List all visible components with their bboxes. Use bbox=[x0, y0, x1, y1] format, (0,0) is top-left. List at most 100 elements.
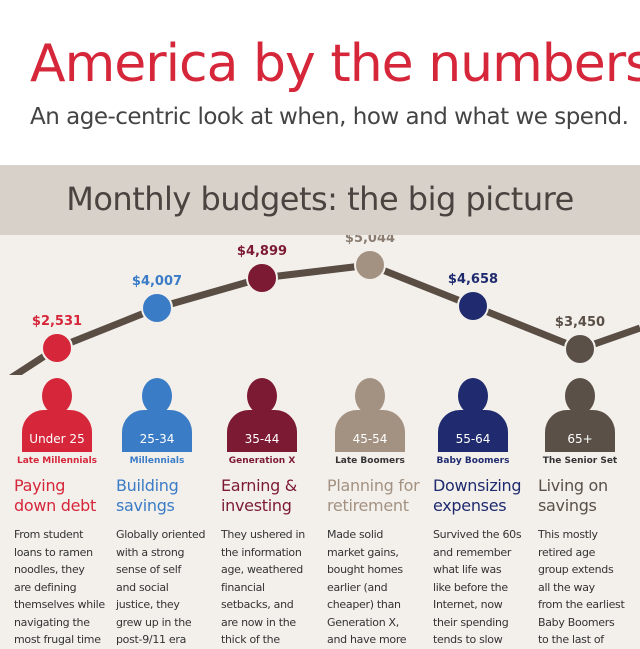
description-line: Generation X, bbox=[327, 615, 399, 629]
group-column: 55-64 Baby Boomers Downsizing expenses Sur… bbox=[433, 370, 537, 649]
description-line: age, weathered bbox=[221, 563, 303, 576]
heading-line: Downsizing bbox=[433, 476, 522, 495]
heading-line: expenses bbox=[433, 496, 507, 515]
group-column: Under 25 Late Millennials Paying down deb… bbox=[14, 370, 118, 649]
description-line: retired age bbox=[538, 545, 596, 559]
budget-line-chart: $2,531 $4,007 $4,899 $5,044 $4,658 $3,450 bbox=[8, 235, 640, 375]
data-point bbox=[141, 292, 173, 324]
data-point bbox=[246, 262, 278, 294]
age-label: 25-34 bbox=[139, 432, 175, 446]
description-line: setbacks, and bbox=[221, 598, 294, 611]
description-line: and remember bbox=[433, 545, 512, 559]
heading-line: retirement bbox=[327, 496, 409, 515]
generation-label: Late Boomers bbox=[335, 456, 405, 466]
generation-label: Baby Boomers bbox=[436, 456, 510, 466]
description-line: From student bbox=[14, 528, 84, 541]
data-point bbox=[41, 332, 73, 364]
description-line: all the way bbox=[538, 580, 595, 594]
description-line: the information bbox=[221, 545, 302, 559]
group-description: Survived the 60s and remember what life wa… bbox=[433, 526, 533, 649]
generation-label: The Senior Set bbox=[542, 456, 618, 466]
description-line: Globally oriented bbox=[116, 528, 206, 541]
description-line: themselves while bbox=[14, 598, 105, 611]
description-line: earlier (and bbox=[327, 580, 388, 594]
description-line: loans to ramen bbox=[14, 545, 93, 559]
description-line: Survived the 60s bbox=[433, 528, 522, 541]
group-heading: Paying down debt bbox=[14, 476, 118, 516]
data-label: $3,450 bbox=[555, 315, 605, 330]
description-line: market gains, bbox=[327, 545, 399, 559]
description-line: bought homes bbox=[327, 563, 403, 576]
data-label: $4,658 bbox=[448, 272, 498, 287]
group-column: 45-54 Late Boomers Planning for retiremen… bbox=[327, 370, 431, 649]
group-heading: Downsizing expenses bbox=[433, 476, 537, 516]
description-line: Internet, now bbox=[433, 598, 503, 611]
person-icon: 25-34 bbox=[122, 370, 192, 452]
group-heading: Planning for retirement bbox=[327, 476, 431, 516]
heading-line: Earning & bbox=[221, 476, 297, 495]
description-line: with a strong bbox=[116, 545, 185, 559]
description-line: They ushered in bbox=[221, 528, 305, 541]
person-icon: Under 25 bbox=[22, 370, 92, 452]
description-line: sense of self bbox=[116, 563, 182, 576]
data-point bbox=[354, 249, 386, 281]
heading-line: Building bbox=[116, 476, 179, 495]
description-line: their spending bbox=[433, 615, 509, 629]
description-line: like before the bbox=[433, 580, 508, 594]
group-description: Globally oriented with a strong sense of s… bbox=[116, 526, 216, 649]
group-description: This mostly retired age group extends all t… bbox=[538, 526, 638, 649]
heading-line: Paying bbox=[14, 476, 66, 495]
data-label: $5,044 bbox=[345, 235, 395, 246]
age-label: 35-44 bbox=[244, 432, 280, 446]
group-heading: Living on savings bbox=[538, 476, 640, 516]
group-description: From student loans to ramen noodles, they a… bbox=[14, 526, 114, 649]
age-label: 55-64 bbox=[455, 432, 491, 446]
description-line: Made solid bbox=[327, 528, 384, 541]
budget-line bbox=[8, 261, 640, 375]
description-line: noodles, they bbox=[14, 563, 85, 576]
description-line: financial bbox=[221, 580, 265, 594]
description-line: and social bbox=[116, 580, 169, 594]
page-subtitle: An age-centric look at when, how and wha… bbox=[30, 104, 629, 130]
generation-label: Millennials bbox=[129, 456, 185, 466]
heading-line: Living on bbox=[538, 476, 608, 495]
description-line: group extends bbox=[538, 563, 614, 576]
person-icon: 45-54 bbox=[335, 370, 405, 452]
group-description: They ushered in the information age, weath… bbox=[221, 526, 321, 649]
age-label: 65+ bbox=[567, 432, 593, 446]
data-point bbox=[457, 290, 489, 322]
description-line: grew up in the bbox=[116, 615, 192, 629]
group-column: 25-34 Millennials Building savings Globall… bbox=[116, 370, 220, 649]
description-line: are now in the bbox=[221, 615, 296, 629]
description-line: from the earliest bbox=[538, 598, 625, 611]
description-line: Baby Boomers bbox=[538, 615, 615, 629]
page-title: America by the numbers bbox=[30, 34, 640, 94]
heading-line: savings bbox=[538, 496, 597, 515]
heading-line: savings bbox=[116, 496, 175, 515]
group-column: 35-44 Generation X Earning & investing The… bbox=[221, 370, 325, 649]
section-band bbox=[0, 165, 640, 235]
age-label: Under 25 bbox=[29, 432, 85, 446]
description-line: cheaper) than bbox=[327, 598, 401, 611]
heading-line: down debt bbox=[14, 496, 96, 515]
group-heading: Earning & investing bbox=[221, 476, 325, 516]
generation-label: Late Millennials bbox=[16, 456, 98, 466]
person-icon: 35-44 bbox=[227, 370, 297, 452]
person-icon: 65+ bbox=[545, 370, 615, 452]
data-label: $2,531 bbox=[32, 314, 82, 329]
person-icon: 55-64 bbox=[438, 370, 508, 452]
data-label: $4,007 bbox=[132, 274, 182, 289]
description-line: are defining bbox=[14, 580, 77, 594]
group-description: Made solid market gains, bought homes earli… bbox=[327, 526, 427, 649]
description-line: justice, they bbox=[116, 598, 180, 611]
description-line: navigating the bbox=[14, 615, 90, 629]
description-line: This mostly bbox=[538, 528, 598, 541]
data-point bbox=[564, 333, 596, 365]
generation-label: Generation X bbox=[228, 456, 296, 466]
heading-line: Planning for bbox=[327, 476, 420, 495]
group-heading: Building savings bbox=[116, 476, 220, 516]
group-column: 65+ The Senior Set Living on savings This … bbox=[538, 370, 640, 649]
header: America by the numbers An age-centric lo… bbox=[0, 0, 640, 165]
section-title: Monthly budgets: the big picture bbox=[66, 180, 574, 218]
description-line: what life was bbox=[433, 563, 502, 576]
